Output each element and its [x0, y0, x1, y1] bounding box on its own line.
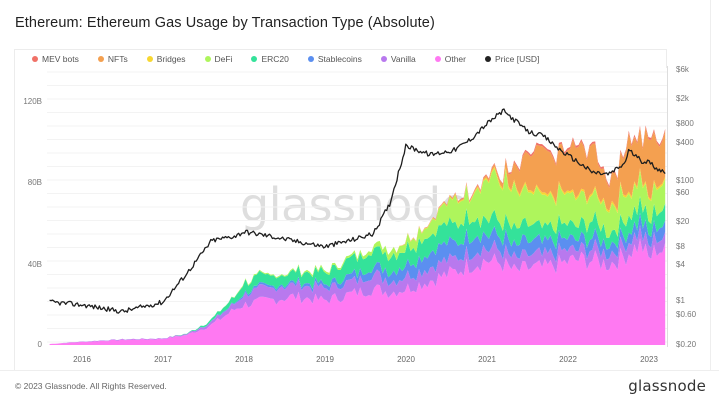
legend-label: Other [444, 54, 466, 64]
right-divider [710, 0, 711, 370]
x-tick-label: 2018 [235, 355, 253, 364]
area-vanilla[interactable] [49, 225, 666, 344]
x-tick-label: 2023 [640, 355, 658, 364]
price-tick-label: $400 [676, 138, 694, 147]
legend-label: Bridges [156, 54, 186, 64]
y-tick-label: 40B [27, 260, 42, 269]
y-tick-label: 120B [23, 97, 42, 106]
legend-dot-icon [251, 56, 258, 62]
price-tick-label: $8 [676, 242, 685, 251]
area-erc20[interactable] [49, 196, 666, 344]
legend-dot-icon [204, 56, 211, 62]
legend-label: ERC20 [261, 54, 289, 64]
legend-label: Price [USD] [495, 54, 540, 64]
y-tick-label: 0 [37, 340, 42, 349]
legend: MEV bots NFTs Bridges DeFi ERC20 Stablecoins V… [14, 49, 667, 68]
y-tick-label: 80B [27, 178, 42, 187]
legend-item-mev-bots[interactable]: MEV bots [32, 54, 79, 64]
legend-dot-icon [380, 56, 387, 62]
price-tick-label: $0.20 [676, 340, 697, 349]
x-tick-label: 2016 [73, 355, 91, 364]
area-other[interactable] [49, 238, 666, 345]
legend-dot-icon [32, 56, 38, 62]
chart-title: Ethereum: Ethereum Gas Usage by Transact… [15, 15, 435, 31]
legend-label: NFTs [107, 54, 128, 64]
legend-dot-icon [146, 56, 153, 62]
stacked-areas [49, 125, 666, 345]
x-tick-label: 2021 [478, 355, 496, 364]
price-tick-label: $6k [676, 65, 689, 74]
x-tick-label: 2017 [154, 355, 172, 364]
legend-dot-icon [485, 56, 491, 62]
legend-item-price-usd[interactable]: Price [USD] [485, 54, 539, 64]
x-tick-label: 2020 [397, 355, 415, 364]
area-stablecoins[interactable] [49, 212, 666, 344]
price-tick-label: $2k [676, 94, 689, 103]
price-tick-label: $4 [676, 260, 685, 269]
copyright: © 2023 Glassnode. All Rights Reserved. [15, 381, 167, 391]
price-tick-label: $60 [676, 188, 690, 197]
legend-item-erc20[interactable]: ERC20 [251, 54, 289, 64]
glassnode-logo: glassnode [628, 377, 706, 395]
legend-item-other[interactable]: Other [434, 54, 466, 64]
legend-item-defi[interactable]: DeFi [204, 54, 233, 64]
area-nfts[interactable] [49, 127, 666, 344]
price-tick-label: $20 [676, 217, 690, 226]
legend-item-bridges[interactable]: Bridges [146, 54, 186, 64]
price-line[interactable] [49, 108, 666, 314]
legend-item-vanilla[interactable]: Vanilla [380, 54, 416, 64]
legend-label: DeFi [214, 54, 233, 64]
area-defi[interactable] [49, 168, 666, 344]
legend-dot-icon [97, 56, 104, 62]
legend-dot-icon [434, 56, 441, 62]
legend-label: MEV bots [42, 54, 79, 64]
price-tick-label: $800 [676, 119, 694, 128]
price-tick-label: $100 [676, 176, 694, 185]
x-tick-label: 2019 [316, 355, 334, 364]
legend-label: Vanilla [390, 54, 416, 64]
legend-item-nfts[interactable]: NFTs [97, 54, 128, 64]
footer-divider [0, 370, 719, 371]
price-tick-label: $1 [676, 296, 685, 305]
x-tick-label: 2022 [559, 355, 577, 364]
legend-dot-icon [307, 56, 314, 62]
price-tick-label: $0.60 [676, 310, 697, 319]
legend-item-stablecoins[interactable]: Stablecoins [307, 54, 362, 64]
plot-frame [14, 67, 668, 370]
legend-label: Stablecoins [317, 54, 362, 64]
